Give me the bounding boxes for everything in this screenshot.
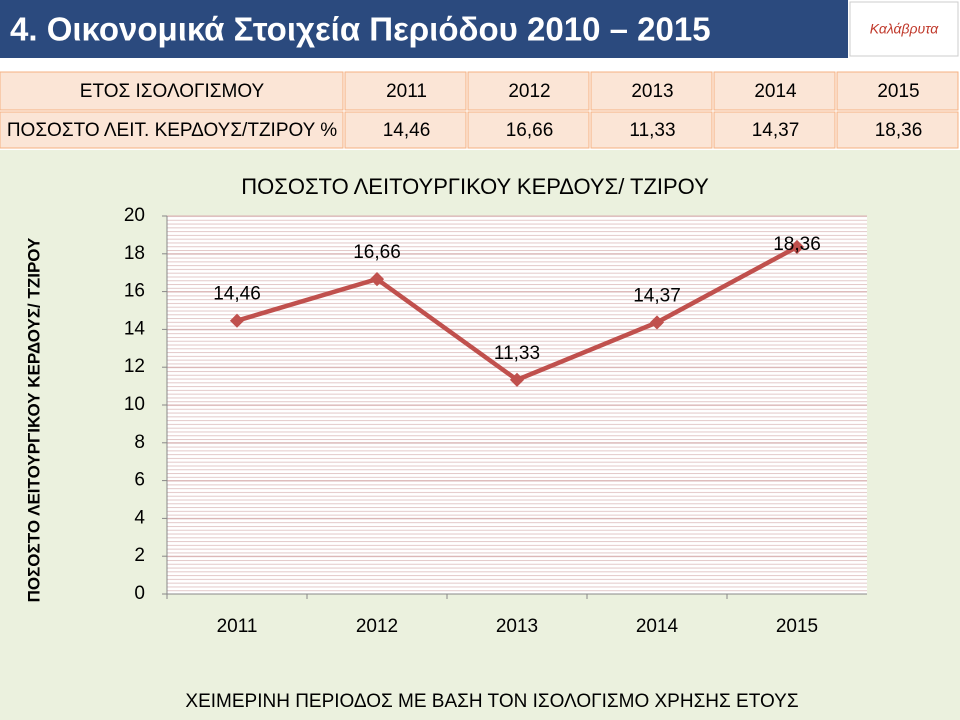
- y-tick-label: 6: [134, 470, 145, 491]
- table-cell: [836, 111, 959, 149]
- table-text: 14,46: [383, 120, 431, 141]
- table-cell: [344, 71, 467, 111]
- table-text: 16,66: [506, 120, 554, 141]
- table-cell: [713, 111, 836, 149]
- table-cell: [0, 71, 344, 111]
- table-cell: [467, 111, 590, 149]
- data-label: 16,66: [353, 242, 401, 263]
- x-tick-label: 2012: [356, 616, 398, 637]
- y-tick-label: 10: [124, 394, 145, 415]
- x-tick-label: 2014: [636, 616, 679, 637]
- y-axis-label: ΠΟΣΟΣΤΟ ΛΕΙΤΟΥΡΓΙΚΟΥ ΚΕΡΔΟΥΣ/ ΤΖΙΡΟΥ: [24, 237, 43, 602]
- table-text: 2012: [508, 81, 550, 102]
- y-tick-label: 4: [134, 507, 145, 528]
- table-cell: [344, 111, 467, 149]
- data-point: [369, 272, 385, 287]
- data-point: [229, 313, 245, 328]
- y-tick-label: 14: [124, 318, 146, 339]
- table-text: 11,33: [629, 120, 675, 141]
- table-text: 2011: [386, 81, 427, 102]
- x-axis-label: ΧΕΙΜΕΡΙΝΗ ΠΕΡΙΟΔΟΣ ΜΕ ΒΑΣΗ ΤΟΝ ΙΣΟΛΟΓΙΣΜ…: [185, 691, 798, 712]
- y-tick-label: 0: [134, 583, 145, 604]
- table-cell: [836, 71, 959, 111]
- table-text: 2015: [877, 81, 919, 102]
- table-cell: [590, 71, 713, 111]
- data-point: [649, 315, 665, 330]
- logo-box: [849, 1, 959, 57]
- table-text: 2014: [754, 81, 797, 102]
- data-label: 14,46: [213, 284, 261, 305]
- y-tick-label: 8: [134, 432, 145, 453]
- y-tick-label: 12: [124, 356, 145, 377]
- table-cell: [467, 71, 590, 111]
- table-cell: [713, 71, 836, 111]
- table-text: ΠΟΣΟΣΤΟ ΛΕΙΤ. ΚΕΡΔΟΥΣ/ΤΖΙΡΟΥ %: [7, 120, 337, 141]
- table-text: 14,37: [752, 120, 800, 141]
- table-cell: [590, 111, 713, 149]
- y-tick-label: 18: [124, 243, 145, 264]
- x-tick-label: 2011: [217, 616, 258, 637]
- table-text: ΕΤΟΣ ΙΣΟΛΟΓΙΣΜΟΥ: [80, 81, 265, 102]
- table-cell: [0, 111, 344, 149]
- data-label: 18,36: [773, 234, 821, 255]
- y-tick-label: 20: [124, 205, 145, 226]
- data-point: [509, 372, 525, 387]
- table: ΕΤΟΣ ΙΣΟΛΟΓΙΣΜΟΥ 2011 2012 2013 2014 2015 ΠΟΣΟ…: [0, 71, 959, 149]
- table-text: 2013: [631, 81, 673, 102]
- chart-title: ΠΟΣΟΣΤΟ ΛΕΙΤΟΥΡΓΙΚΟΥ ΚΕΡΔΟΥΣ/ ΤΖΙΡΟΥ: [241, 174, 709, 199]
- x-tick-label: 2015: [776, 616, 818, 637]
- data-label: 14,37: [633, 285, 681, 306]
- data-label: 11,33: [494, 343, 540, 364]
- table-text: 18,36: [875, 120, 923, 141]
- x-tick-label: 2013: [496, 616, 538, 637]
- y-tick-label: 2: [134, 545, 145, 566]
- title-bar: [0, 0, 848, 58]
- data-point: [789, 239, 805, 255]
- logo: Καλάβρυτα: [870, 21, 940, 37]
- y-tick-label: 16: [124, 281, 145, 302]
- slide-title: 4. Οικονομικά Στοιχεία Περιόδου 2010 – 2…: [10, 11, 711, 48]
